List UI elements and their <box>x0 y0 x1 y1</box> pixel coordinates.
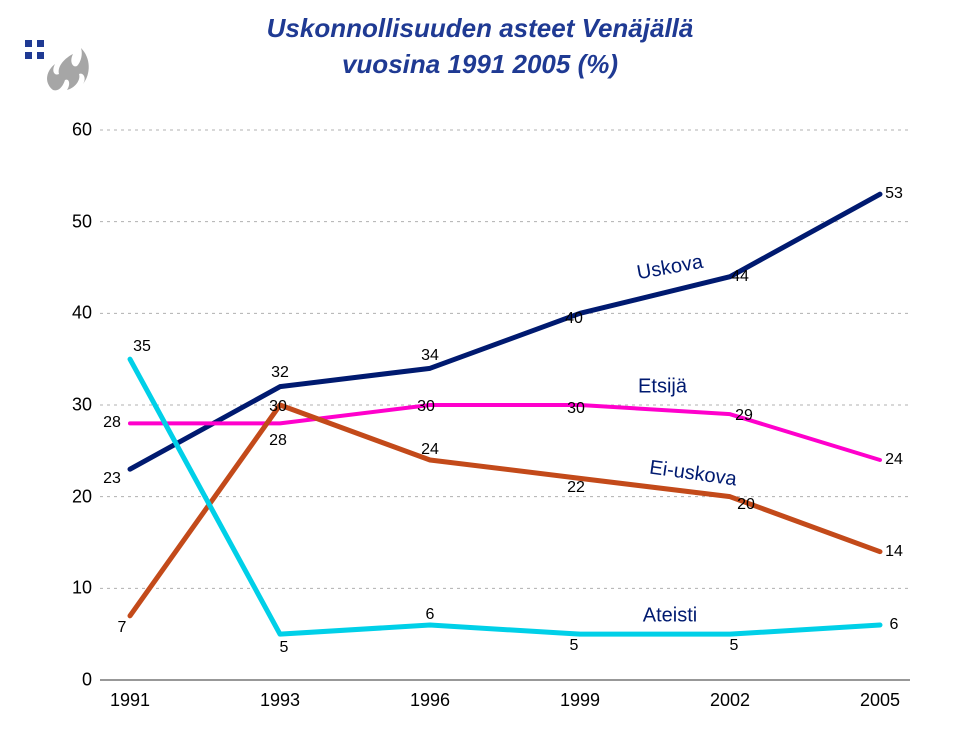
x-axis-label: 1996 <box>410 690 450 711</box>
point-label: 24 <box>885 451 903 469</box>
point-label: 22 <box>567 479 585 497</box>
point-label: 7 <box>118 619 127 637</box>
point-label: 28 <box>269 432 287 450</box>
chart-plot-area: 0102030405060199119931996199920022005232… <box>100 130 910 680</box>
point-label: 34 <box>421 347 439 365</box>
series-line-uskova <box>130 194 880 469</box>
chart-title-line1: Uskonnollisuuden asteet Venäjällä <box>0 10 960 46</box>
y-axis-label: 30 <box>72 395 100 416</box>
point-label: 40 <box>565 310 583 328</box>
point-label: 5 <box>730 637 739 655</box>
y-axis-label: 10 <box>72 578 100 599</box>
point-label: 5 <box>570 637 579 655</box>
point-label: 30 <box>269 398 287 416</box>
point-label: 30 <box>417 398 435 416</box>
y-axis-label: 60 <box>72 120 100 141</box>
point-label: 14 <box>885 543 903 561</box>
point-label: 24 <box>421 441 439 459</box>
logo-icon <box>25 40 95 110</box>
point-label: 53 <box>885 185 903 203</box>
x-axis-label: 2005 <box>860 690 900 711</box>
point-label: 6 <box>890 616 899 634</box>
y-axis-label: 0 <box>82 670 100 691</box>
y-axis-label: 40 <box>72 303 100 324</box>
point-label: 6 <box>426 606 435 624</box>
series-label-ateisti: Ateisti <box>643 604 697 627</box>
point-label: 20 <box>737 496 755 514</box>
point-label: 5 <box>280 639 289 657</box>
y-axis-label: 50 <box>72 211 100 232</box>
chart-title-block: Uskonnollisuuden asteet Venäjällä vuosin… <box>0 0 960 83</box>
point-label: 35 <box>133 338 151 356</box>
y-axis-label: 20 <box>72 486 100 507</box>
point-label: 44 <box>731 268 749 286</box>
chart-title-line2: vuosina 1991 2005 (%) <box>0 46 960 82</box>
point-label: 23 <box>103 470 121 488</box>
point-label: 28 <box>103 414 121 432</box>
series-label-etsijä: Etsijä <box>638 375 687 398</box>
point-label: 30 <box>567 400 585 418</box>
series-line-ei-uskova <box>130 405 880 616</box>
point-label: 29 <box>735 407 753 425</box>
x-axis-label: 1991 <box>110 690 150 711</box>
point-label: 32 <box>271 364 289 382</box>
x-axis-label: 1993 <box>260 690 300 711</box>
x-axis-label: 1999 <box>560 690 600 711</box>
x-axis-label: 2002 <box>710 690 750 711</box>
series-line-etsijä <box>130 405 880 460</box>
